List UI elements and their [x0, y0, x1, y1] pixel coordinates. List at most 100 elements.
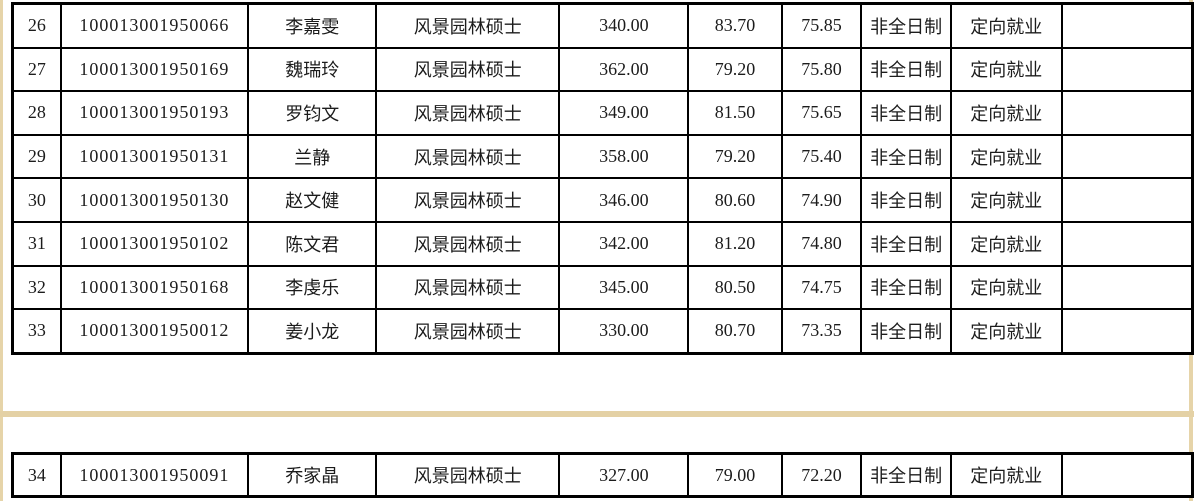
cell-name: 李虔乐: [247, 264, 378, 311]
cell-score-2: 81.50: [687, 90, 783, 136]
cell-note: [1060, 46, 1194, 93]
cell-study-mode: 非全日制: [860, 308, 953, 355]
page-break-gap: [0, 411, 1194, 417]
cell-note: [1060, 177, 1194, 223]
cell-name: 陈文君: [247, 220, 378, 267]
cell-no: 26: [11, 2, 62, 49]
cell-score-1: 345.00: [558, 264, 690, 311]
cell-note: [1060, 452, 1194, 498]
table-row: 26 100013001950066 李嘉雯 风景园林硕士 340.00 83.70 75.…: [11, 2, 1194, 49]
cell-score-2: 79.20: [687, 46, 783, 93]
cell-degree-program: 风景园林硕士: [375, 177, 561, 223]
admission-results-table-page2: 34 100013001950091 乔家晶 风景园林硕士 327.00 79.00 72.…: [11, 452, 1194, 498]
table-row: 28 100013001950193 罗钧文 风景园林硕士 349.00 81.50 75.…: [11, 90, 1194, 136]
cell-candidate-id: 100013001950102: [59, 220, 250, 267]
cell-score-2: 80.70: [687, 308, 783, 355]
cell-degree-program: 风景园林硕士: [375, 308, 561, 355]
cell-score-1: 330.00: [558, 308, 690, 355]
cell-candidate-id: 100013001950012: [59, 308, 250, 355]
cell-note: [1060, 264, 1194, 311]
cell-candidate-id: 100013001950168: [59, 264, 250, 311]
cell-study-mode: 非全日制: [860, 220, 953, 267]
cell-score-2: 80.50: [687, 264, 783, 311]
cell-score-3: 74.80: [780, 220, 863, 267]
cell-employment-type: 定向就业: [950, 452, 1063, 498]
cell-study-mode: 非全日制: [860, 46, 953, 93]
cell-candidate-id: 100013001950091: [59, 452, 250, 498]
cell-score-1: 340.00: [558, 2, 690, 49]
cell-note: [1060, 2, 1194, 49]
cell-employment-type: 定向就业: [950, 220, 1063, 267]
admission-results-table-page1: 26 100013001950066 李嘉雯 风景园林硕士 340.00 83.70 75.…: [11, 2, 1194, 355]
cell-name: 乔家晶: [247, 452, 378, 498]
cell-degree-program: 风景园林硕士: [375, 220, 561, 267]
cell-score-3: 75.80: [780, 46, 863, 93]
cell-score-2: 79.20: [687, 133, 783, 180]
cell-score-1: 342.00: [558, 220, 690, 267]
cell-name: 魏瑞玲: [247, 46, 378, 93]
cell-study-mode: 非全日制: [860, 90, 953, 136]
cell-note: [1060, 308, 1194, 355]
cell-score-3: 73.35: [780, 308, 863, 355]
cell-score-2: 80.60: [687, 177, 783, 223]
cell-score-3: 74.75: [780, 264, 863, 311]
cell-degree-program: 风景园林硕士: [375, 46, 561, 93]
cell-candidate-id: 100013001950130: [59, 177, 250, 223]
cell-score-3: 75.40: [780, 133, 863, 180]
page-left-edge: [0, 0, 3, 501]
cell-employment-type: 定向就业: [950, 264, 1063, 311]
cell-score-3: 74.90: [780, 177, 863, 223]
cell-score-3: 72.20: [780, 452, 863, 498]
cell-score-1: 358.00: [558, 133, 690, 180]
cell-degree-program: 风景园林硕士: [375, 264, 561, 311]
table-row: 31 100013001950102 陈文君 风景园林硕士 342.00 81.20 74.…: [11, 220, 1194, 267]
cell-study-mode: 非全日制: [860, 264, 953, 311]
cell-degree-program: 风景园林硕士: [375, 90, 561, 136]
cell-study-mode: 非全日制: [860, 177, 953, 223]
cell-score-3: 75.85: [780, 2, 863, 49]
table-row: 33 100013001950012 姜小龙 风景园林硕士 330.00 80.70 73.…: [11, 308, 1194, 355]
cell-no: 32: [11, 264, 62, 311]
cell-note: [1060, 90, 1194, 136]
cell-note: [1060, 220, 1194, 267]
cell-no: 34: [11, 452, 62, 498]
cell-employment-type: 定向就业: [950, 177, 1063, 223]
table-row: 30 100013001950130 赵文健 风景园林硕士 346.00 80.60 74.…: [11, 177, 1194, 223]
cell-score-1: 362.00: [558, 46, 690, 93]
cell-name: 姜小龙: [247, 308, 378, 355]
cell-score-1: 346.00: [558, 177, 690, 223]
cell-candidate-id: 100013001950131: [59, 133, 250, 180]
cell-no: 30: [11, 177, 62, 223]
cell-score-3: 75.65: [780, 90, 863, 136]
cell-score-2: 81.20: [687, 220, 783, 267]
cell-name: 赵文健: [247, 177, 378, 223]
cell-study-mode: 非全日制: [860, 2, 953, 49]
cell-no: 29: [11, 133, 62, 180]
cell-employment-type: 定向就业: [950, 2, 1063, 49]
table-row: 27 100013001950169 魏瑞玲 风景园林硕士 362.00 79.20 75.…: [11, 46, 1194, 93]
cell-no: 28: [11, 90, 62, 136]
cell-no: 31: [11, 220, 62, 267]
cell-score-2: 79.00: [687, 452, 783, 498]
cell-employment-type: 定向就业: [950, 90, 1063, 136]
cell-no: 33: [11, 308, 62, 355]
cell-degree-program: 风景园林硕士: [375, 2, 561, 49]
cell-name: 李嘉雯: [247, 2, 378, 49]
cell-degree-program: 风景园林硕士: [375, 452, 561, 498]
cell-study-mode: 非全日制: [860, 452, 953, 498]
cell-no: 27: [11, 46, 62, 93]
table-row: 29 100013001950131 兰静 风景园林硕士 358.00 79.20 75.4…: [11, 133, 1194, 180]
cell-candidate-id: 100013001950169: [59, 46, 250, 93]
table-row: 32 100013001950168 李虔乐 风景园林硕士 345.00 80.50 74.…: [11, 264, 1194, 311]
cell-employment-type: 定向就业: [950, 46, 1063, 93]
cell-employment-type: 定向就业: [950, 133, 1063, 180]
table-row: 34 100013001950091 乔家晶 风景园林硕士 327.00 79.00 72.…: [11, 452, 1194, 498]
cell-note: [1060, 133, 1194, 180]
cell-name: 兰静: [247, 133, 378, 180]
cell-employment-type: 定向就业: [950, 308, 1063, 355]
cell-score-1: 327.00: [558, 452, 690, 498]
cell-candidate-id: 100013001950193: [59, 90, 250, 136]
cell-study-mode: 非全日制: [860, 133, 953, 180]
cell-degree-program: 风景园林硕士: [375, 133, 561, 180]
